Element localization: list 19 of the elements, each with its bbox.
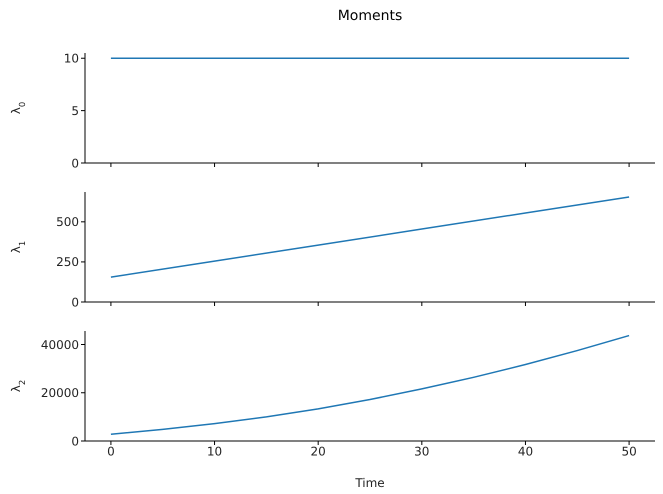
line-series bbox=[110, 334, 630, 435]
y-tick-label: 250 bbox=[56, 255, 79, 270]
x-tick-label: 40 bbox=[518, 444, 534, 459]
chart-title: Moments bbox=[336, 8, 404, 24]
x-tick-label: 20 bbox=[310, 444, 326, 459]
x-tick-label: 30 bbox=[414, 444, 430, 459]
y-tick-label: 0 bbox=[71, 295, 79, 310]
y-tick-label: 500 bbox=[56, 215, 79, 230]
y-tick-label: 0 bbox=[71, 434, 79, 448]
y-tick-label: 10 bbox=[64, 52, 79, 66]
x-tick-label: 10 bbox=[206, 444, 222, 459]
x-tick-label: 50 bbox=[621, 444, 637, 459]
y-tick-label: 5 bbox=[71, 104, 79, 118]
line-series bbox=[110, 196, 630, 278]
y-tick-label: 20000 bbox=[40, 386, 79, 400]
x-tick-label: 0 bbox=[107, 444, 115, 459]
y-tick-label: 0 bbox=[71, 156, 79, 170]
x-axis-title: Time bbox=[354, 476, 385, 490]
y-tick-label: 40000 bbox=[40, 338, 79, 352]
